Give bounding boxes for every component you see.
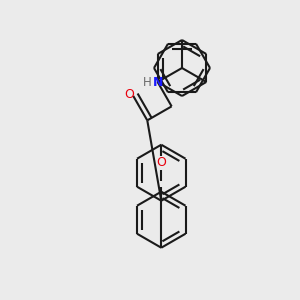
Text: O: O	[156, 156, 166, 169]
Text: N: N	[152, 76, 163, 88]
Text: O: O	[124, 88, 134, 100]
Text: H: H	[143, 76, 152, 88]
